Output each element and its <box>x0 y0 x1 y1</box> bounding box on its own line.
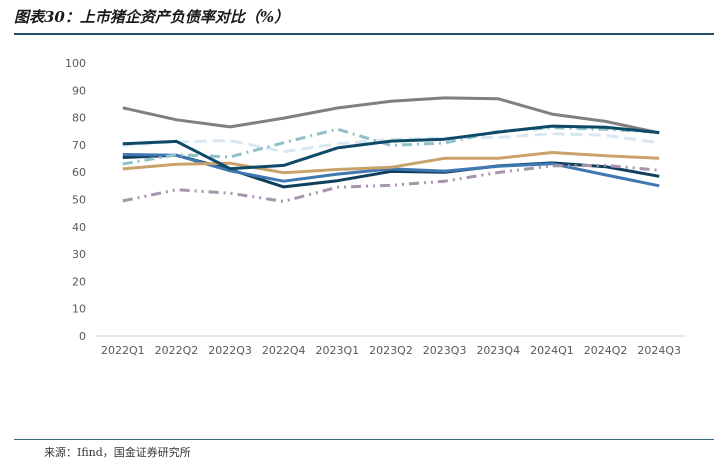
series-line-唐人神 <box>122 151 660 175</box>
x-tick-label: 2022Q1 <box>101 344 145 357</box>
y-tick-label: 30 <box>72 248 86 261</box>
series-line-华统股份 <box>122 124 660 171</box>
y-axis: 0 10 20 30 40 50 60 70 80 90 100 <box>65 57 86 343</box>
x-tick-label: 2022Q4 <box>262 344 306 357</box>
y-tick-label: 40 <box>72 221 86 234</box>
title-rule <box>14 33 714 35</box>
chart-title: 图表30：上市猪企资产负债率对比（%） <box>14 8 290 26</box>
y-tick-label: 0 <box>79 330 86 343</box>
x-tick-label: 2024Q3 <box>637 344 681 357</box>
y-tick-label: 70 <box>72 139 86 152</box>
y-tick-label: 20 <box>72 275 86 288</box>
series-line-牧原股份 <box>122 153 660 189</box>
y-tick-label: 50 <box>72 194 86 207</box>
x-tick-label: 2023Q2 <box>369 344 413 357</box>
series-line-新五丰 <box>122 126 660 166</box>
source-note: 来源：Ifind，国金证券研究所 <box>44 446 191 459</box>
series-line-温氏股份 <box>122 153 660 188</box>
y-tick-label: 60 <box>72 166 86 179</box>
x-tick-label: 2024Q1 <box>530 344 574 357</box>
y-tick-label: 100 <box>65 57 86 70</box>
series-line-巨星农牧 <box>122 163 660 203</box>
x-tick-label: 2023Q1 <box>316 344 360 357</box>
x-axis: 2022Q1 2022Q2 2022Q3 2022Q4 2023Q1 2023Q2 2023… <box>96 335 686 357</box>
x-tick-label: 2022Q2 <box>155 344 199 357</box>
series-line-天邦食品 <box>122 96 660 135</box>
x-tick-label: 2024Q2 <box>584 344 628 357</box>
y-tick-label: 10 <box>72 303 86 316</box>
y-tick-label: 80 <box>72 112 86 125</box>
source-rule <box>14 439 714 440</box>
x-tick-label: 2023Q4 <box>476 344 520 357</box>
series-layer <box>122 96 660 203</box>
x-tick-label: 2023Q3 <box>423 344 467 357</box>
series-line-新希望 <box>122 132 660 154</box>
y-tick-label: 90 <box>72 84 86 97</box>
x-tick-label: 2022Q3 <box>208 344 252 357</box>
